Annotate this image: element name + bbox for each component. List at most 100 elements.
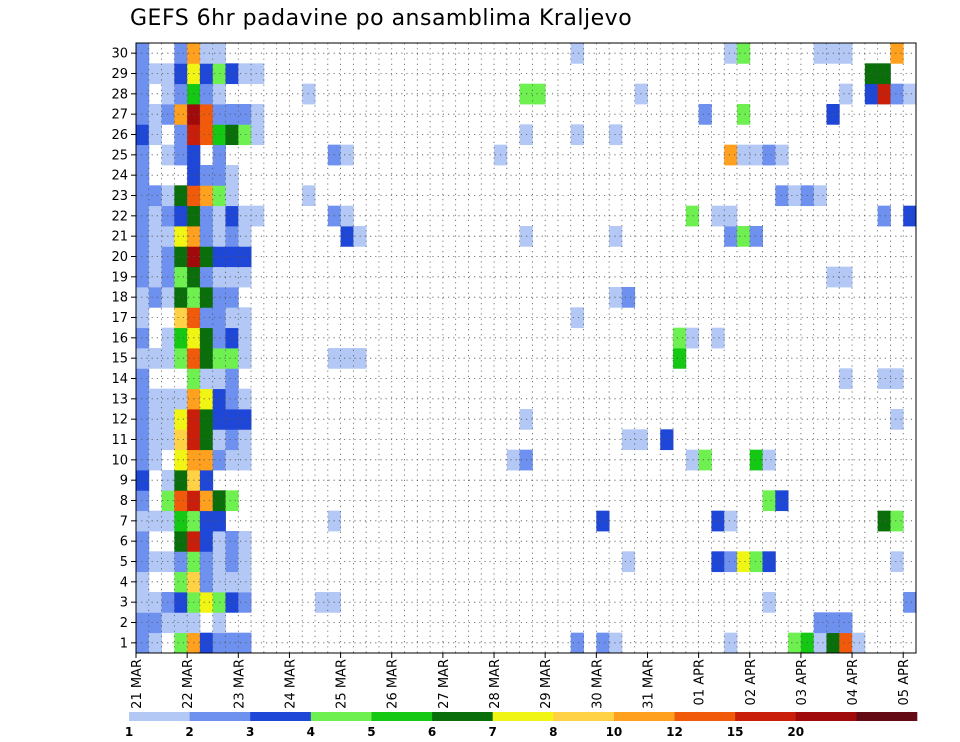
heatmap-cell xyxy=(788,632,802,654)
grid-lines xyxy=(136,43,916,653)
colorbar-swatch xyxy=(250,712,312,721)
heatmap-cell xyxy=(136,327,150,349)
heatmap-cell xyxy=(148,612,162,634)
heatmap-cell xyxy=(238,429,252,451)
y-tick-label: 27 xyxy=(111,108,128,123)
heatmap-cell xyxy=(238,632,252,654)
colorbar-label: 8 xyxy=(549,725,557,739)
heatmap-cell xyxy=(148,592,162,613)
heatmap-cell xyxy=(136,83,150,105)
heatmap-cell xyxy=(136,510,150,532)
heatmap-cell xyxy=(749,226,763,247)
heatmap-cell xyxy=(199,449,214,471)
heatmap-cell xyxy=(762,592,776,613)
heatmap-cell xyxy=(225,449,239,471)
y-tick-label: 20 xyxy=(111,250,128,265)
heatmap-cell xyxy=(148,266,162,288)
heatmap-cell xyxy=(225,226,239,247)
colorbar-swatch xyxy=(553,712,615,721)
heatmap-cell xyxy=(136,551,150,573)
heatmap-cell xyxy=(225,531,239,552)
colorbar-label: 3 xyxy=(246,725,254,739)
heatmap-cell xyxy=(532,83,546,105)
x-tick-label: 24 MAR xyxy=(283,659,298,709)
colorbar-swatch xyxy=(613,712,675,721)
heatmap-cell xyxy=(903,205,917,227)
heatmap-cell xyxy=(724,43,738,64)
heatmap-cell xyxy=(174,124,188,146)
heatmap-cell xyxy=(839,612,853,634)
heatmap-cell xyxy=(736,226,751,247)
heatmap-cell xyxy=(136,388,150,410)
heatmap-cell xyxy=(148,104,162,125)
heatmap-cell xyxy=(238,246,252,268)
heatmap-cell xyxy=(199,124,214,146)
y-tick-label: 28 xyxy=(111,87,128,102)
heatmap-cell xyxy=(199,83,214,105)
heatmap-cell xyxy=(570,307,584,329)
heatmap-cell xyxy=(609,124,623,146)
heatmap-cell xyxy=(174,327,188,349)
heatmap-cell xyxy=(609,226,623,247)
heatmap-cell xyxy=(199,490,214,512)
heatmap-cell xyxy=(199,63,214,85)
heatmap-cell xyxy=(136,470,150,491)
heatmap-cell xyxy=(302,83,316,105)
y-tick-label: 15 xyxy=(111,352,128,367)
heatmap-cell xyxy=(174,490,188,512)
heatmap-cell xyxy=(724,551,738,573)
y-tick-label: 13 xyxy=(111,392,128,407)
heatmap-cell xyxy=(864,83,879,105)
heatmap-cell xyxy=(174,307,188,329)
x-tick-label: 29 MAR xyxy=(539,659,554,709)
heatmap-cell xyxy=(136,449,150,471)
heatmap-cell xyxy=(813,185,827,207)
heatmap-cell xyxy=(199,266,214,288)
y-tick-label: 21 xyxy=(111,230,128,245)
colorbar-swatch xyxy=(189,712,251,721)
heatmap-cell xyxy=(749,551,763,573)
heatmap-cell xyxy=(609,287,623,308)
y-tick-label: 18 xyxy=(111,291,128,306)
heatmap-cell xyxy=(711,510,725,532)
heatmap-cell xyxy=(225,165,239,186)
y-tick-label: 10 xyxy=(111,453,128,468)
heatmap-cell xyxy=(199,246,214,268)
heatmap-cell xyxy=(174,205,188,227)
heatmap-cell xyxy=(174,226,188,247)
heatmap-cell xyxy=(148,185,162,207)
heatmap-cell xyxy=(136,124,150,146)
heatmap-cell xyxy=(711,327,725,349)
heatmap-cell xyxy=(199,205,214,227)
colorbar-swatch xyxy=(795,712,857,721)
colorbar-label: 6 xyxy=(428,725,436,739)
heatmap-cell xyxy=(225,632,239,654)
heatmap-cell xyxy=(148,510,162,532)
heatmap-cell xyxy=(839,43,853,64)
heatmap-cell xyxy=(762,490,776,512)
heatmap-cell xyxy=(174,510,188,532)
heatmap-cell xyxy=(136,612,150,634)
heatmap-cell xyxy=(736,551,751,573)
heatmap-cell xyxy=(621,429,636,451)
x-tick-label: 23 MAR xyxy=(232,659,247,709)
x-tick-label: 03 APR xyxy=(795,659,810,705)
heatmap-cell xyxy=(698,449,712,471)
colorbar-swatch xyxy=(371,712,433,721)
y-tick-label: 7 xyxy=(120,514,128,529)
colorbar-label: 12 xyxy=(666,725,683,739)
heatmap-cell xyxy=(877,510,891,532)
heatmap-cell xyxy=(315,592,329,613)
y-tick-label: 26 xyxy=(111,128,128,143)
heatmap-cell xyxy=(225,327,239,349)
heatmap-cell xyxy=(148,348,162,369)
colorbar-swatch xyxy=(129,712,190,721)
heatmap-cell xyxy=(136,368,150,390)
y-tick-label: 3 xyxy=(120,596,128,611)
heatmap-cell xyxy=(136,348,150,369)
x-tick-label: 22 MAR xyxy=(181,659,196,709)
heatmap-cell xyxy=(136,490,150,512)
heatmap-cell xyxy=(136,287,150,308)
heatmap-cell xyxy=(749,449,763,471)
x-tick-label: 02 APR xyxy=(744,659,759,705)
